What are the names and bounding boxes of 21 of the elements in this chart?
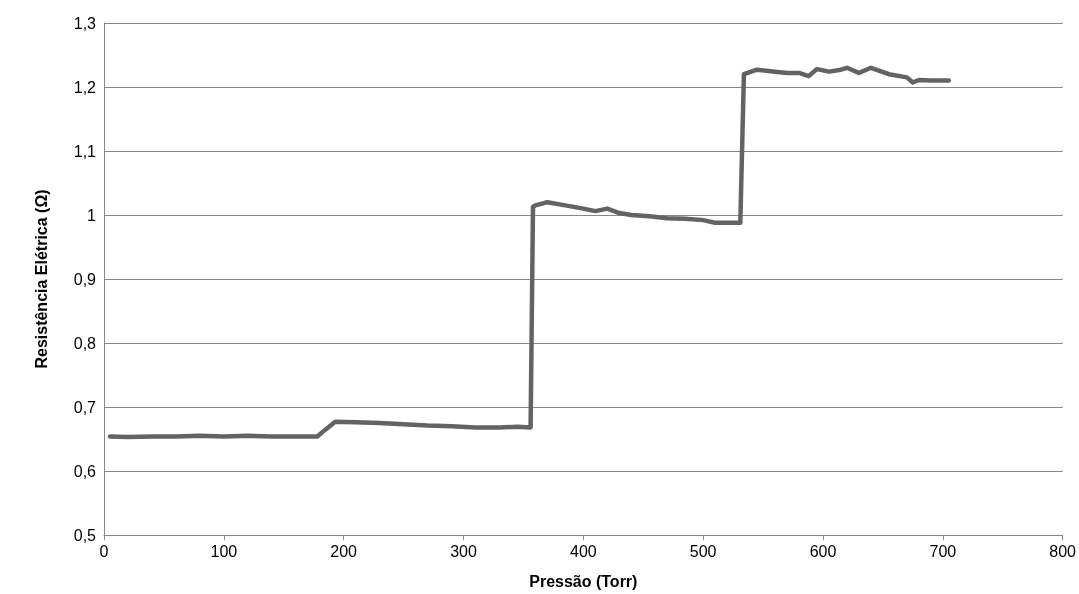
x-tick-label: 600 [809, 542, 837, 560]
x-tick-label: 0 [99, 542, 109, 560]
y-tick-label: 0,6 [73, 462, 97, 480]
x-tick-label: 700 [929, 542, 957, 560]
y-axis-title: Resistência Elétrica (Ω) [32, 189, 50, 369]
x-axis-title: Pressão (Torr) [529, 572, 638, 590]
y-tick-label: 0,5 [73, 526, 97, 544]
line-series [107, 65, 952, 440]
x-tick-label: 100 [210, 542, 238, 560]
x-tick-label: 400 [569, 542, 597, 560]
x-tick-label: 500 [689, 542, 717, 560]
y-tick-label: 0,7 [73, 398, 97, 416]
y-tick-label: 1,1 [73, 142, 97, 160]
y-tick-label: 1,3 [73, 14, 97, 32]
y-tick-label: 1 [87, 206, 97, 224]
y-tick-label: 0,9 [73, 270, 97, 288]
x-tick-label: 800 [1049, 542, 1077, 560]
x-tick-label: 200 [330, 542, 358, 560]
y-tick-label: 0,8 [73, 334, 97, 352]
x-tick-label: 300 [450, 542, 477, 560]
y-tick-label: 1,2 [73, 78, 97, 96]
